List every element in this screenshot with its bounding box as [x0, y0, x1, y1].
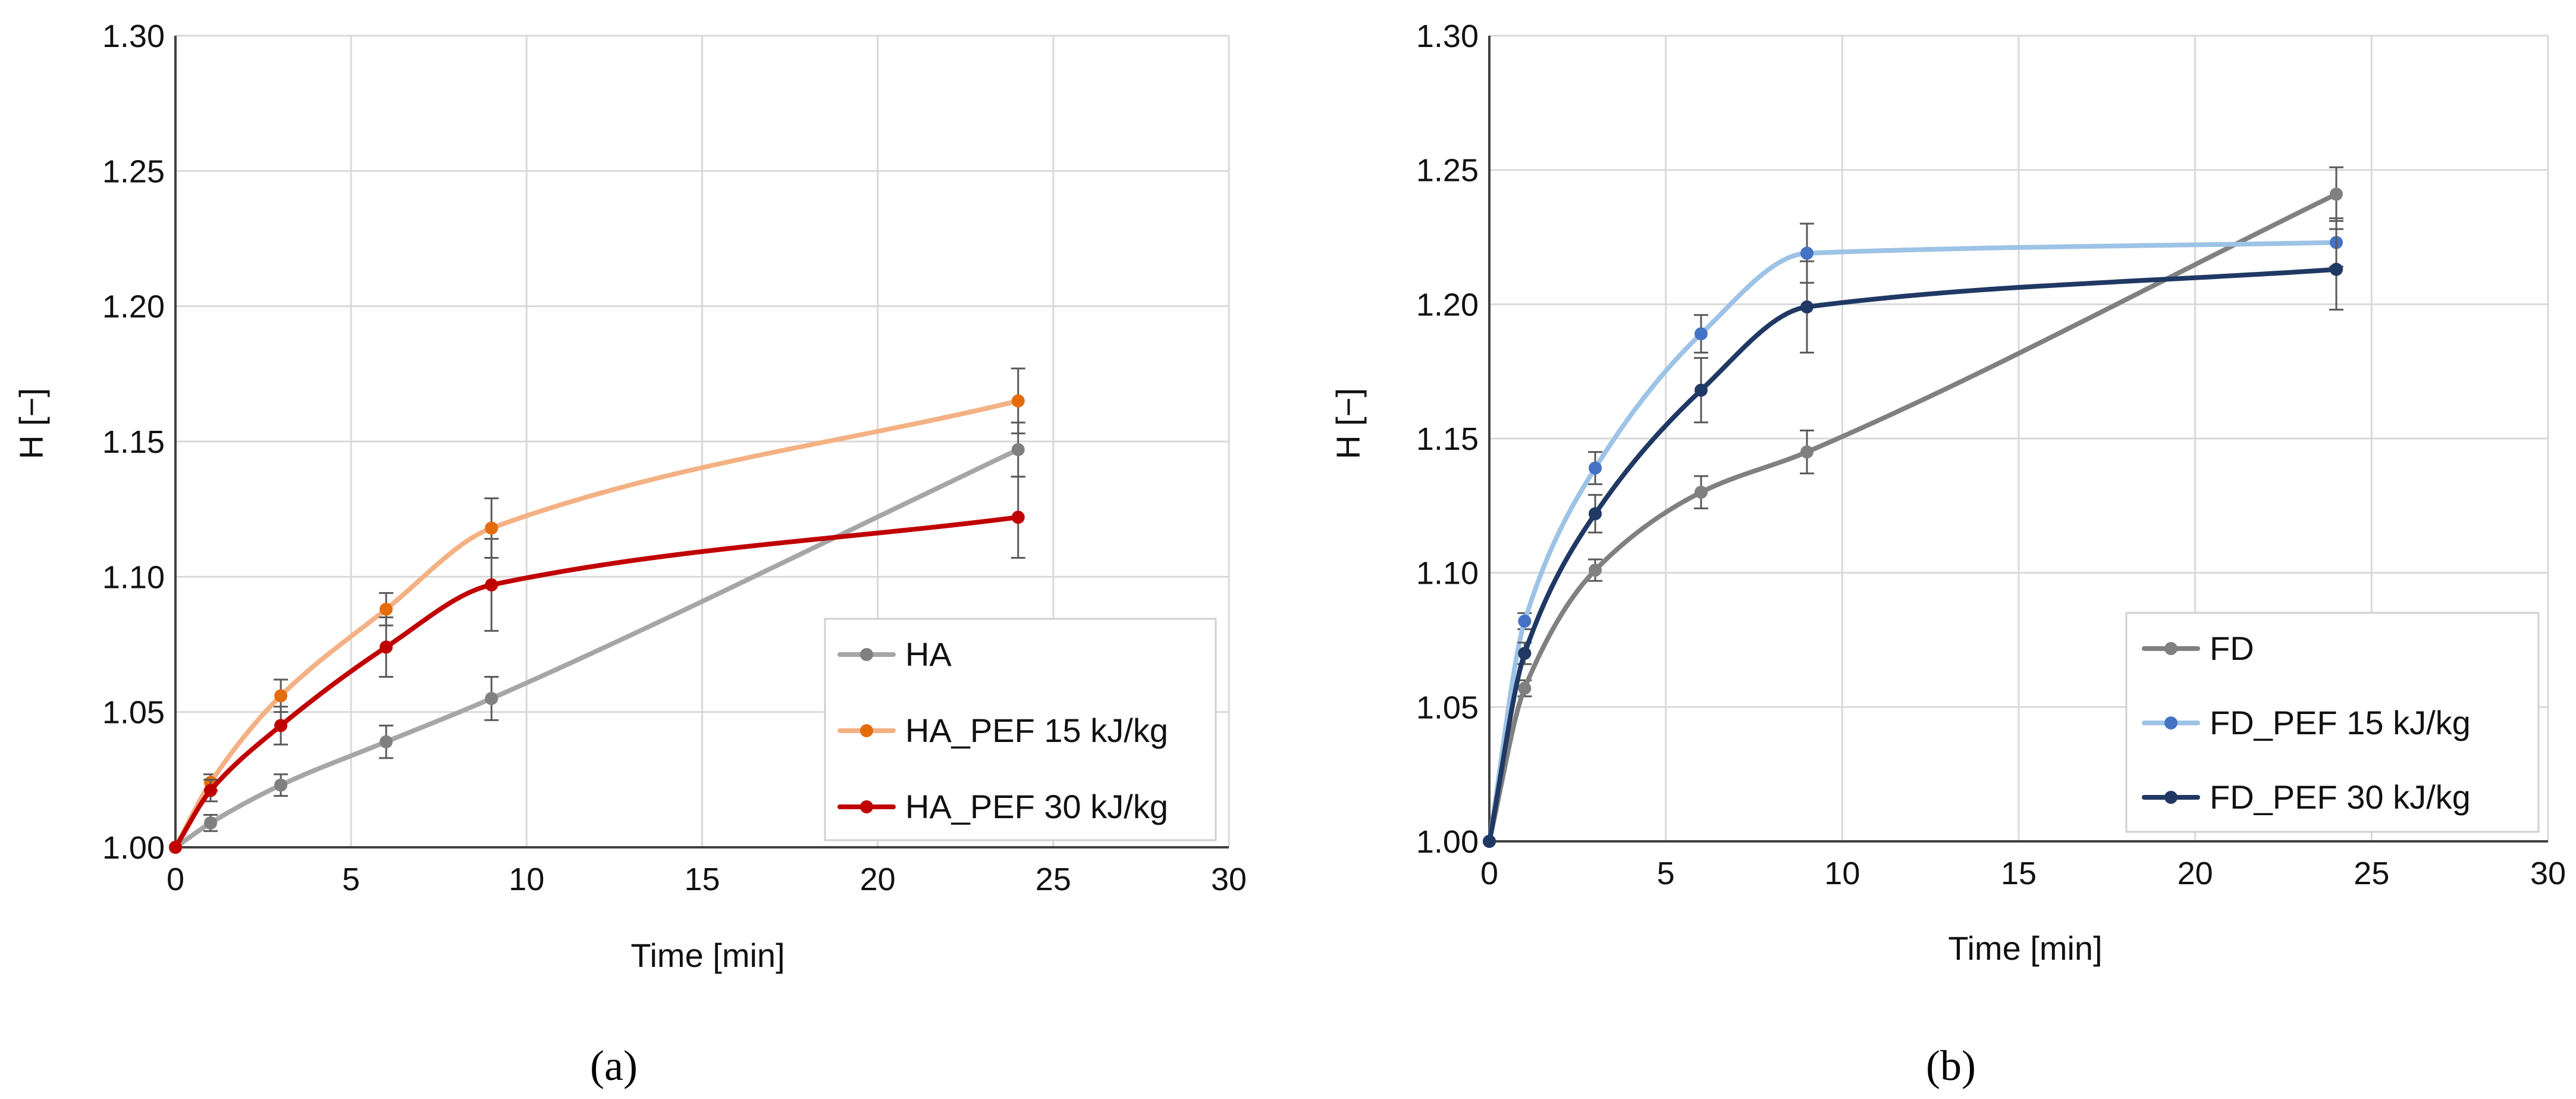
panel-a-legend-swatch-marker: [860, 800, 873, 813]
panel-a-data-point: [274, 778, 288, 792]
panel-a-y-tick-label: 1.20: [102, 289, 165, 325]
panel-a-data-point: [274, 719, 288, 732]
panel-b-y-tick-label: 1.05: [1416, 690, 1479, 725]
panel-a-y-axis-title: H [−]: [12, 388, 50, 459]
panel-a-data-point: [379, 640, 393, 654]
panel-b-series-2: [1483, 228, 2343, 848]
panel-b-y-tick-label: 1.10: [1416, 556, 1479, 591]
panel-a-y-tick-label: 1.10: [102, 559, 165, 595]
panel-b-series-line: [1487, 240, 2339, 844]
panel-a-legend-label: HA_PEF 30 kJ/kg: [905, 788, 1168, 825]
panel-a-series-line: [173, 447, 1021, 850]
panel-a: 1.00 1.05 1.10 1.15 1.20 1.25 1.30 0 5 10 15 20 25 3…: [12, 18, 1247, 1089]
panel-a-x-tick-label: 15: [684, 862, 720, 897]
panel-a-data-point: [204, 784, 218, 797]
panel-b-y-tick-label: 1.20: [1416, 287, 1479, 323]
panel-a-series-line: [173, 515, 1021, 850]
panel-b-series-layer: [1483, 166, 2343, 848]
panel-a-x-tick-label: 20: [860, 862, 896, 897]
panel-b-legend: FD FD_PEF 15 kJ/kg FD_PEF 30 kJ/kg: [2125, 612, 2540, 833]
panel-b-data-point: [1695, 383, 1708, 397]
panel-b-series-0: [1483, 166, 2343, 848]
panel-a-data-point: [1011, 443, 1025, 456]
panel-b-data-point: [1695, 327, 1708, 340]
panel-b-data-point: [2330, 262, 2343, 276]
panel-b-data-point: [1800, 246, 1813, 260]
panel-b-data-point: [1589, 507, 1602, 521]
panel-b-y-tick-label: 1.25: [1416, 153, 1479, 189]
panel-b-x-tick-label: 30: [2530, 856, 2566, 891]
panel-b-data-point: [1518, 647, 1532, 660]
panel-b-data-point: [1800, 300, 1813, 314]
panel-a-data-point: [379, 602, 393, 616]
panel-a-y-tick-label: 1.25: [102, 154, 165, 189]
panel-b-label: (b): [1926, 1042, 1976, 1089]
panel-a-y-tick-label: 1.00: [102, 830, 165, 866]
panel-a-legend-label: HA_PEF 15 kJ/kg: [905, 712, 1168, 749]
panel-a-data-point: [1011, 394, 1025, 408]
panel-a-data-point: [485, 521, 498, 535]
panel-b-x-tick-label: 15: [2001, 856, 2037, 891]
panel-b-legend-label: FD_PEF 30 kJ/kg: [2210, 778, 2471, 816]
panel-a-gridlines: [174, 35, 1230, 848]
panel-a-data-point: [204, 816, 218, 830]
panel-b-x-axis-title: Time [min]: [1948, 929, 2102, 967]
panel-b-y-tick-label: 1.30: [1416, 18, 1479, 54]
panel-a-data-point: [485, 578, 498, 591]
panel-a-x-tick-label: 5: [342, 862, 360, 897]
panel-a-data-point: [485, 691, 498, 705]
panel-b-x-tick-label: 10: [1824, 856, 1860, 891]
panel-a-legend-swatch-marker: [860, 648, 873, 661]
panel-b-legend-swatch-marker: [2164, 642, 2177, 655]
panel-a-x-tick-label: 10: [509, 862, 544, 897]
panel-b-data-point: [1589, 461, 1602, 475]
panel-b-y-ticks: 1.00 1.05 1.10 1.15 1.20 1.25 1.30: [1416, 18, 1479, 860]
panel-a-y-tick-label: 1.15: [102, 424, 165, 460]
panel-b-x-tick-label: 25: [2354, 856, 2389, 891]
panel-a-series-layer: [169, 367, 1025, 854]
panel-b-data-point: [1695, 486, 1708, 499]
panel-a-x-tick-label: 30: [1211, 862, 1247, 897]
panel-b-legend-label: FD: [2210, 630, 2254, 667]
panel-a-series-2: [169, 475, 1025, 854]
panel-b-legend-swatch-marker: [2164, 716, 2177, 729]
panel-b-y-axis-title: H [−]: [1329, 388, 1367, 459]
panel-b-data-point: [1483, 835, 1496, 848]
panel-b-x-ticks: 0 5 10 15 20 25 30: [1480, 856, 2566, 891]
panel-a-x-tick-label: 25: [1036, 862, 1071, 897]
panel-a-legend: HA HA_PEF 15 kJ/kg HA_PEF 30 kJ/kg: [824, 618, 1217, 841]
panel-b-data-point: [1800, 445, 1813, 459]
panel-a-y-ticks: 1.00 1.05 1.10 1.15 1.20 1.25 1.30: [102, 18, 165, 866]
panel-b-gridlines: [1488, 35, 2549, 843]
panel-b: 1.00 1.05 1.10 1.15 1.20 1.25 1.30 0 5 10 15 20 25 3…: [1329, 18, 2566, 1089]
panel-b-legend-swatch-marker: [2164, 791, 2177, 804]
panel-b-legend-label: FD_PEF 15 kJ/kg: [2210, 704, 2471, 741]
panel-b-data-point: [1518, 614, 1532, 628]
panel-b-x-tick-label: 20: [2177, 856, 2213, 891]
panel-b-y-tick-label: 1.15: [1416, 421, 1479, 457]
panel-a-data-point: [379, 735, 393, 749]
panel-a-legend-label: HA: [905, 635, 952, 673]
panel-b-data-point: [1589, 563, 1602, 577]
panel-b-data-point: [1518, 681, 1532, 695]
panel-a-x-tick-label: 0: [167, 862, 184, 897]
panel-a-label: (a): [590, 1042, 638, 1089]
panel-a-y-tick-label: 1.05: [102, 695, 165, 731]
panel-b-x-tick-label: 5: [1657, 856, 1675, 891]
panel-b-data-point: [2330, 187, 2343, 201]
panel-a-data-point: [1011, 511, 1025, 524]
panel-b-x-tick-label: 0: [1480, 856, 1498, 891]
panel-a-x-ticks: 0 5 10 15 20 25 30: [167, 862, 1247, 897]
panel-a-data-point: [169, 841, 182, 854]
panel-b-y-tick-label: 1.00: [1416, 824, 1479, 860]
panel-a-legend-swatch-marker: [860, 724, 873, 737]
panel-a-x-axis-title: Time [min]: [630, 937, 785, 974]
panel-a-data-point: [274, 689, 288, 703]
panel-a-y-tick-label: 1.30: [102, 18, 165, 54]
panel-b-series-1: [1483, 217, 2343, 848]
